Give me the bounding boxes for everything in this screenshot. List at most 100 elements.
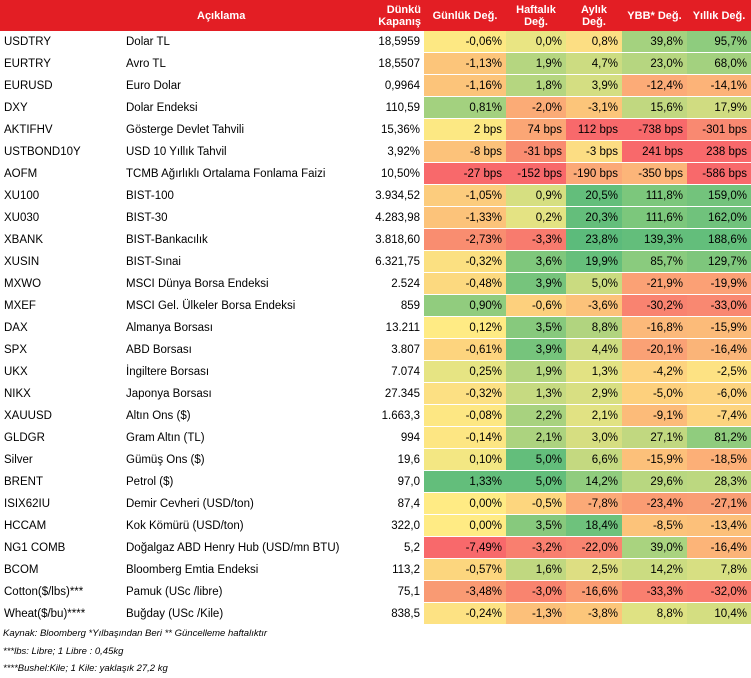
daily-change: 0,00% xyxy=(424,514,506,537)
monthly-change: 4,4% xyxy=(566,338,622,361)
ytd-change: 27,1% xyxy=(622,426,687,449)
header-ytd: YBB* Değ. xyxy=(622,0,687,31)
monthly-change: 112 bps xyxy=(566,118,622,141)
yearly-change: 28,3% xyxy=(687,470,751,493)
yearly-change: 129,7% xyxy=(687,250,751,273)
table-row: EURTRY Avro TL 18,5507 -1,13% 1,9% 4,7% 23,0% 6… xyxy=(0,52,751,75)
daily-change: -0,14% xyxy=(424,426,506,449)
instrument-code: MXWO xyxy=(0,272,122,295)
table-row: XU030 BIST-30 4.283,98 -1,33% 0,2% 20,3% 111,6… xyxy=(0,206,751,229)
monthly-change: 14,2% xyxy=(566,470,622,493)
daily-change: 1,33% xyxy=(424,470,506,493)
weekly-change: 5,0% xyxy=(506,470,566,493)
weekly-change: 2,1% xyxy=(506,426,566,449)
instrument-code: XBANK xyxy=(0,228,122,251)
instrument-description: Gösterge Devlet Tahvili xyxy=(122,118,369,141)
header-daily: Günlük Değ. xyxy=(424,0,506,31)
market-data-table: Açıklama Dünkü Kapanış Günlük Değ. Hafta… xyxy=(0,0,751,625)
yearly-change: -14,1% xyxy=(687,74,751,97)
close-value: 3.807 xyxy=(369,338,424,361)
yearly-change: -33,0% xyxy=(687,294,751,317)
ytd-change: 85,7% xyxy=(622,250,687,273)
instrument-description: MSCI Dünya Borsa Endeksi xyxy=(122,272,369,295)
close-value: 3.818,60 xyxy=(369,228,424,251)
close-value: 994 xyxy=(369,426,424,449)
weekly-change: -2,0% xyxy=(506,96,566,119)
yearly-change: -32,0% xyxy=(687,580,751,603)
ytd-change: -4,2% xyxy=(622,360,687,383)
close-value: 19,6 xyxy=(369,448,424,471)
header-yearly: Yıllık Değ. xyxy=(687,0,751,31)
yearly-change: -15,9% xyxy=(687,316,751,339)
daily-change: -0,32% xyxy=(424,382,506,405)
instrument-code: NG1 COMB xyxy=(0,536,122,559)
daily-change: -3,48% xyxy=(424,580,506,603)
table-row: XAUUSD Altın Ons ($) 1.663,3 -0,08% 2,2% 2,1%… xyxy=(0,404,751,427)
weekly-change: 3,9% xyxy=(506,272,566,295)
instrument-code: MXEF xyxy=(0,294,122,317)
table-row: USDTRY Dolar TL 18,5959 -0,06% 0,0% 0,8% 39,8%… xyxy=(0,31,751,53)
instrument-description: MSCI Gel. Ülkeler Borsa Endeksi xyxy=(122,294,369,317)
ytd-change: -16,8% xyxy=(622,316,687,339)
table-row: BRENT Petrol ($) 97,0 1,33% 5,0% 14,2% 29,6% 28… xyxy=(0,470,751,493)
instrument-code: EURUSD xyxy=(0,74,122,97)
weekly-change: -0,6% xyxy=(506,294,566,317)
daily-change: 0,12% xyxy=(424,316,506,339)
footer-bushel-note: ****Bushel:Kile; 1 Kile: yaklaşık 27,2 k… xyxy=(3,663,168,674)
close-value: 0,9964 xyxy=(369,74,424,97)
ytd-change: -738 bps xyxy=(622,118,687,141)
table-row: Wheat($/bu)**** Buğday (USc /Kile) 838,5 -0… xyxy=(0,602,751,625)
monthly-change: 23,8% xyxy=(566,228,622,251)
monthly-change: 19,9% xyxy=(566,250,622,273)
yearly-change: -18,5% xyxy=(687,448,751,471)
close-value: 15,36% xyxy=(369,118,424,141)
daily-change: -7,49% xyxy=(424,536,506,559)
yearly-change: -27,1% xyxy=(687,492,751,515)
weekly-change: 1,9% xyxy=(506,52,566,75)
instrument-code: NIKX xyxy=(0,382,122,405)
daily-change: 2 bps xyxy=(424,118,506,141)
monthly-change: -3,6% xyxy=(566,294,622,317)
table-row: UKX İngiltere Borsası 7.074 0,25% 1,9% 1,3% -4… xyxy=(0,360,751,383)
header-close: Dünkü Kapanış xyxy=(369,0,424,31)
close-value: 322,0 xyxy=(369,514,424,537)
instrument-code: UKX xyxy=(0,360,122,383)
close-value: 3,92% xyxy=(369,140,424,163)
instrument-description: Buğday (USc /Kile) xyxy=(122,602,369,625)
yearly-change: -13,4% xyxy=(687,514,751,537)
instrument-code: BCOM xyxy=(0,558,122,581)
instrument-description: Dolar TL xyxy=(122,31,369,53)
daily-change: -0,24% xyxy=(424,602,506,625)
monthly-change: 20,3% xyxy=(566,206,622,229)
ytd-change: -5,0% xyxy=(622,382,687,405)
instrument-description: BIST-Sınai xyxy=(122,250,369,273)
weekly-change: 3,6% xyxy=(506,250,566,273)
ytd-change: 23,0% xyxy=(622,52,687,75)
weekly-change: 3,5% xyxy=(506,316,566,339)
ytd-change: 241 bps xyxy=(622,140,687,163)
instrument-code: BRENT xyxy=(0,470,122,493)
instrument-description: Gümüş Ons ($) xyxy=(122,448,369,471)
close-value: 859 xyxy=(369,294,424,317)
table-row: HCCAM Kok Kömürü (USD/ton) 322,0 0,00% 3,5% 1… xyxy=(0,514,751,537)
header-row: Açıklama Dünkü Kapanış Günlük Değ. Hafta… xyxy=(0,0,751,31)
weekly-change: 0,9% xyxy=(506,184,566,207)
yearly-change: 81,2% xyxy=(687,426,751,449)
weekly-change: -3,3% xyxy=(506,228,566,251)
table-row: USTBOND10Y USD 10 Yıllık Tahvil 3,92% -8 bp… xyxy=(0,140,751,163)
table-row: XU100 BIST-100 3.934,52 -1,05% 0,9% 20,5% 111,… xyxy=(0,184,751,207)
instrument-description: TCMB Ağırlıklı Ortalama Fonlama Faizi xyxy=(122,162,369,185)
monthly-change: 2,1% xyxy=(566,404,622,427)
instrument-description: Doğalgaz ABD Henry Hub (USD/mn BTU) xyxy=(122,536,369,559)
table-row: MXWO MSCI Dünya Borsa Endeksi 2.524 -0,48% 3… xyxy=(0,272,751,295)
instrument-code: XAUUSD xyxy=(0,404,122,427)
close-value: 10,50% xyxy=(369,162,424,185)
instrument-description: Almanya Borsası xyxy=(122,316,369,339)
daily-change: 0,00% xyxy=(424,492,506,515)
monthly-change: 2,9% xyxy=(566,382,622,405)
instrument-description: Gram Altın (TL) xyxy=(122,426,369,449)
instrument-code: XUSIN xyxy=(0,250,122,273)
ytd-change: -12,4% xyxy=(622,74,687,97)
header-code xyxy=(0,0,122,31)
weekly-change: -152 bps xyxy=(506,162,566,185)
